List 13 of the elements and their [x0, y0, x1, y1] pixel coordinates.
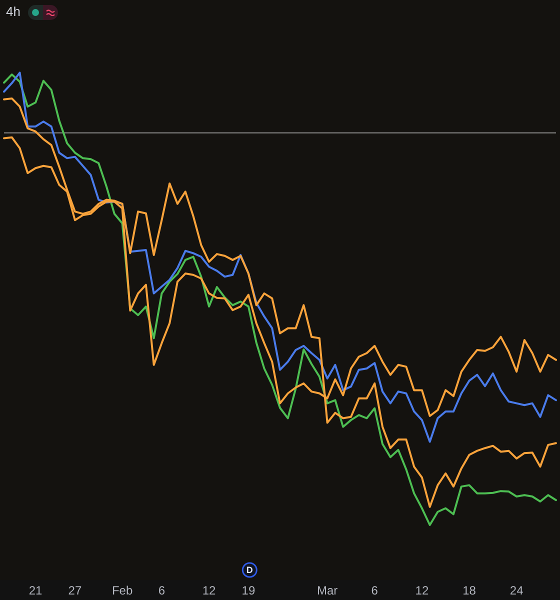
x-tick-label: 27 — [68, 584, 82, 598]
x-tick-label: 24 — [510, 584, 524, 598]
x-tick-label: 12 — [415, 584, 429, 598]
chart-title: 4h — [6, 3, 20, 21]
x-tick-label: 18 — [462, 584, 476, 598]
x-tick-label: 19 — [242, 584, 256, 598]
x-tick-label: 21 — [28, 584, 43, 598]
x-tick-label: 6 — [371, 584, 378, 598]
x-tick-label: 12 — [202, 584, 216, 598]
text: D — [246, 564, 254, 575]
x-tick-label: Mar — [316, 584, 338, 598]
x-tick-label: Feb — [112, 584, 133, 598]
x-tick-label: 6 — [158, 584, 166, 598]
